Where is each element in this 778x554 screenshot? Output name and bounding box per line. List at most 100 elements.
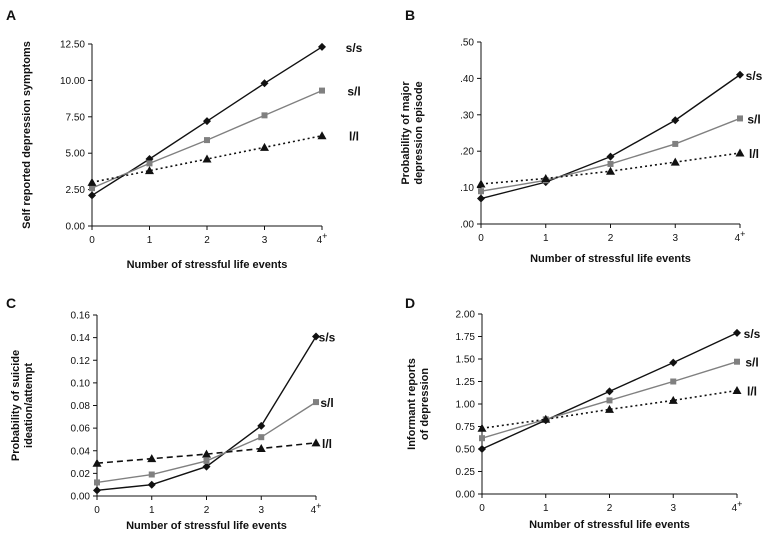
y-tick-label: 7.50 [66,112,86,123]
y-tick-label: 1.75 [456,332,476,343]
x-tick-label: 2 [607,503,613,514]
data-point-square [313,399,319,406]
data-point-square [319,87,325,94]
x-axis-title: Number of stressful life events [530,253,691,265]
y-axis-title-line: Probability of suicide [10,350,22,461]
y-tick-label: 2.00 [456,310,476,321]
y-tick-label: 0.25 [456,467,476,478]
series-l-l: l/l [477,385,757,432]
x-tick-label: 4+ [732,499,743,514]
series-s-l: s/l [479,356,759,442]
data-point-diamond [318,42,326,51]
data-point-triangle [202,154,212,163]
data-point-diamond [203,117,211,126]
data-point-triangle [541,414,551,423]
y-tick-label: 0.04 [71,446,91,457]
data-point-diamond [671,116,680,125]
panel-letter: C [6,295,16,311]
series-s-s: s/s [478,327,761,453]
data-point-triangle [670,157,680,166]
y-tick-label: .10 [460,183,474,194]
data-point-square [146,160,153,167]
y-tick-label: 0.75 [456,422,476,433]
x-tick-label: 2 [608,233,614,244]
y-axis-title: Probability of majordepression episode [400,81,425,185]
y-tick-label: 12.50 [60,40,85,51]
data-point-square [479,435,485,442]
series-l-l: l/l [476,147,759,188]
data-point-square [607,160,614,167]
x-axis-title: Number of stressful life events [127,259,288,271]
data-point-diamond [257,421,266,430]
y-tick-label: 0.12 [71,356,91,367]
data-point-square [606,397,613,404]
data-point-triangle [477,423,487,432]
series-l-l: l/l [92,437,332,467]
series-label: s/l [745,356,758,370]
y-axis-title-line: Probability of major [400,81,412,185]
x-tick-label: 0 [94,505,100,516]
data-point-diamond [202,462,211,471]
y-axis-title-line: ideation/attempt [23,363,35,448]
series-line [480,74,741,200]
data-point-triangle [87,177,97,186]
x-tick-label: 4+ [317,231,328,246]
series-line [96,442,317,464]
data-point-triangle [311,438,321,447]
data-point-square [94,479,100,486]
y-tick-label: 0.14 [71,333,91,344]
y-tick-label: 0.00 [66,222,86,233]
data-point-diamond [605,387,614,396]
y-tick-label: .50 [460,38,474,49]
data-point-diamond [606,152,615,161]
y-tick-label: 1.00 [456,400,476,411]
y-tick-label: 0.10 [71,378,91,389]
series-s-s: s/s [88,41,363,200]
y-tick-label: 1.50 [456,355,476,366]
y-tick-label: 0.00 [71,492,91,503]
series-label: s/l [320,396,333,410]
series-label: s/s [746,69,763,83]
data-point-triangle [256,443,266,452]
data-point-diamond [312,332,320,341]
series-s-l: s/l [94,396,334,486]
data-point-triangle [735,148,745,157]
x-tick-label: 3 [670,503,676,514]
y-tick-label: .00 [460,220,474,231]
series-label: l/l [322,437,332,451]
data-point-square [478,188,484,195]
data-point-triangle [476,179,486,188]
series-label: l/l [349,130,359,144]
data-point-square [670,378,677,385]
data-point-triangle [145,166,154,175]
x-tick-superscript: + [316,501,321,511]
series-s-s: s/s [93,330,336,495]
y-tick-label: 0.50 [456,445,476,456]
panel-b: B .00 .10 .20 .30 .40 .50 0 1 2 3 4+ Number of stres… [400,7,763,265]
data-point-diamond [733,328,741,337]
data-point-square [204,137,210,144]
y-axis-title: Probability of suicideideation/attempt [10,350,35,461]
series-label: s/s [319,330,336,344]
y-tick-label: .40 [460,74,474,85]
x-tick-superscript: + [740,229,745,239]
y-tick-label: 5.00 [66,149,86,160]
data-point-triangle [92,458,102,467]
series-s-l: s/l [89,85,361,192]
x-tick-label: 0 [479,503,485,514]
data-point-triangle [668,395,678,404]
data-point-triangle [202,449,211,458]
y-tick-label: 10.00 [60,76,85,87]
y-axis-title-line: depression episode [413,81,425,184]
series-label: l/l [749,147,759,161]
data-point-triangle [605,404,614,413]
x-tick-label: 0 [478,233,484,244]
x-axis-title: Number of stressful life events [126,520,287,532]
panel-a: A 0.00 2.50 5.00 7.50 10.00 12.50 0 1 2 3 4+ Number … [6,7,363,271]
data-point-triangle [317,131,327,140]
series-label: s/l [747,112,760,126]
y-tick-label: 0.02 [71,469,91,480]
data-point-diamond [147,480,156,489]
x-axis-title: Number of stressful life events [529,519,690,531]
